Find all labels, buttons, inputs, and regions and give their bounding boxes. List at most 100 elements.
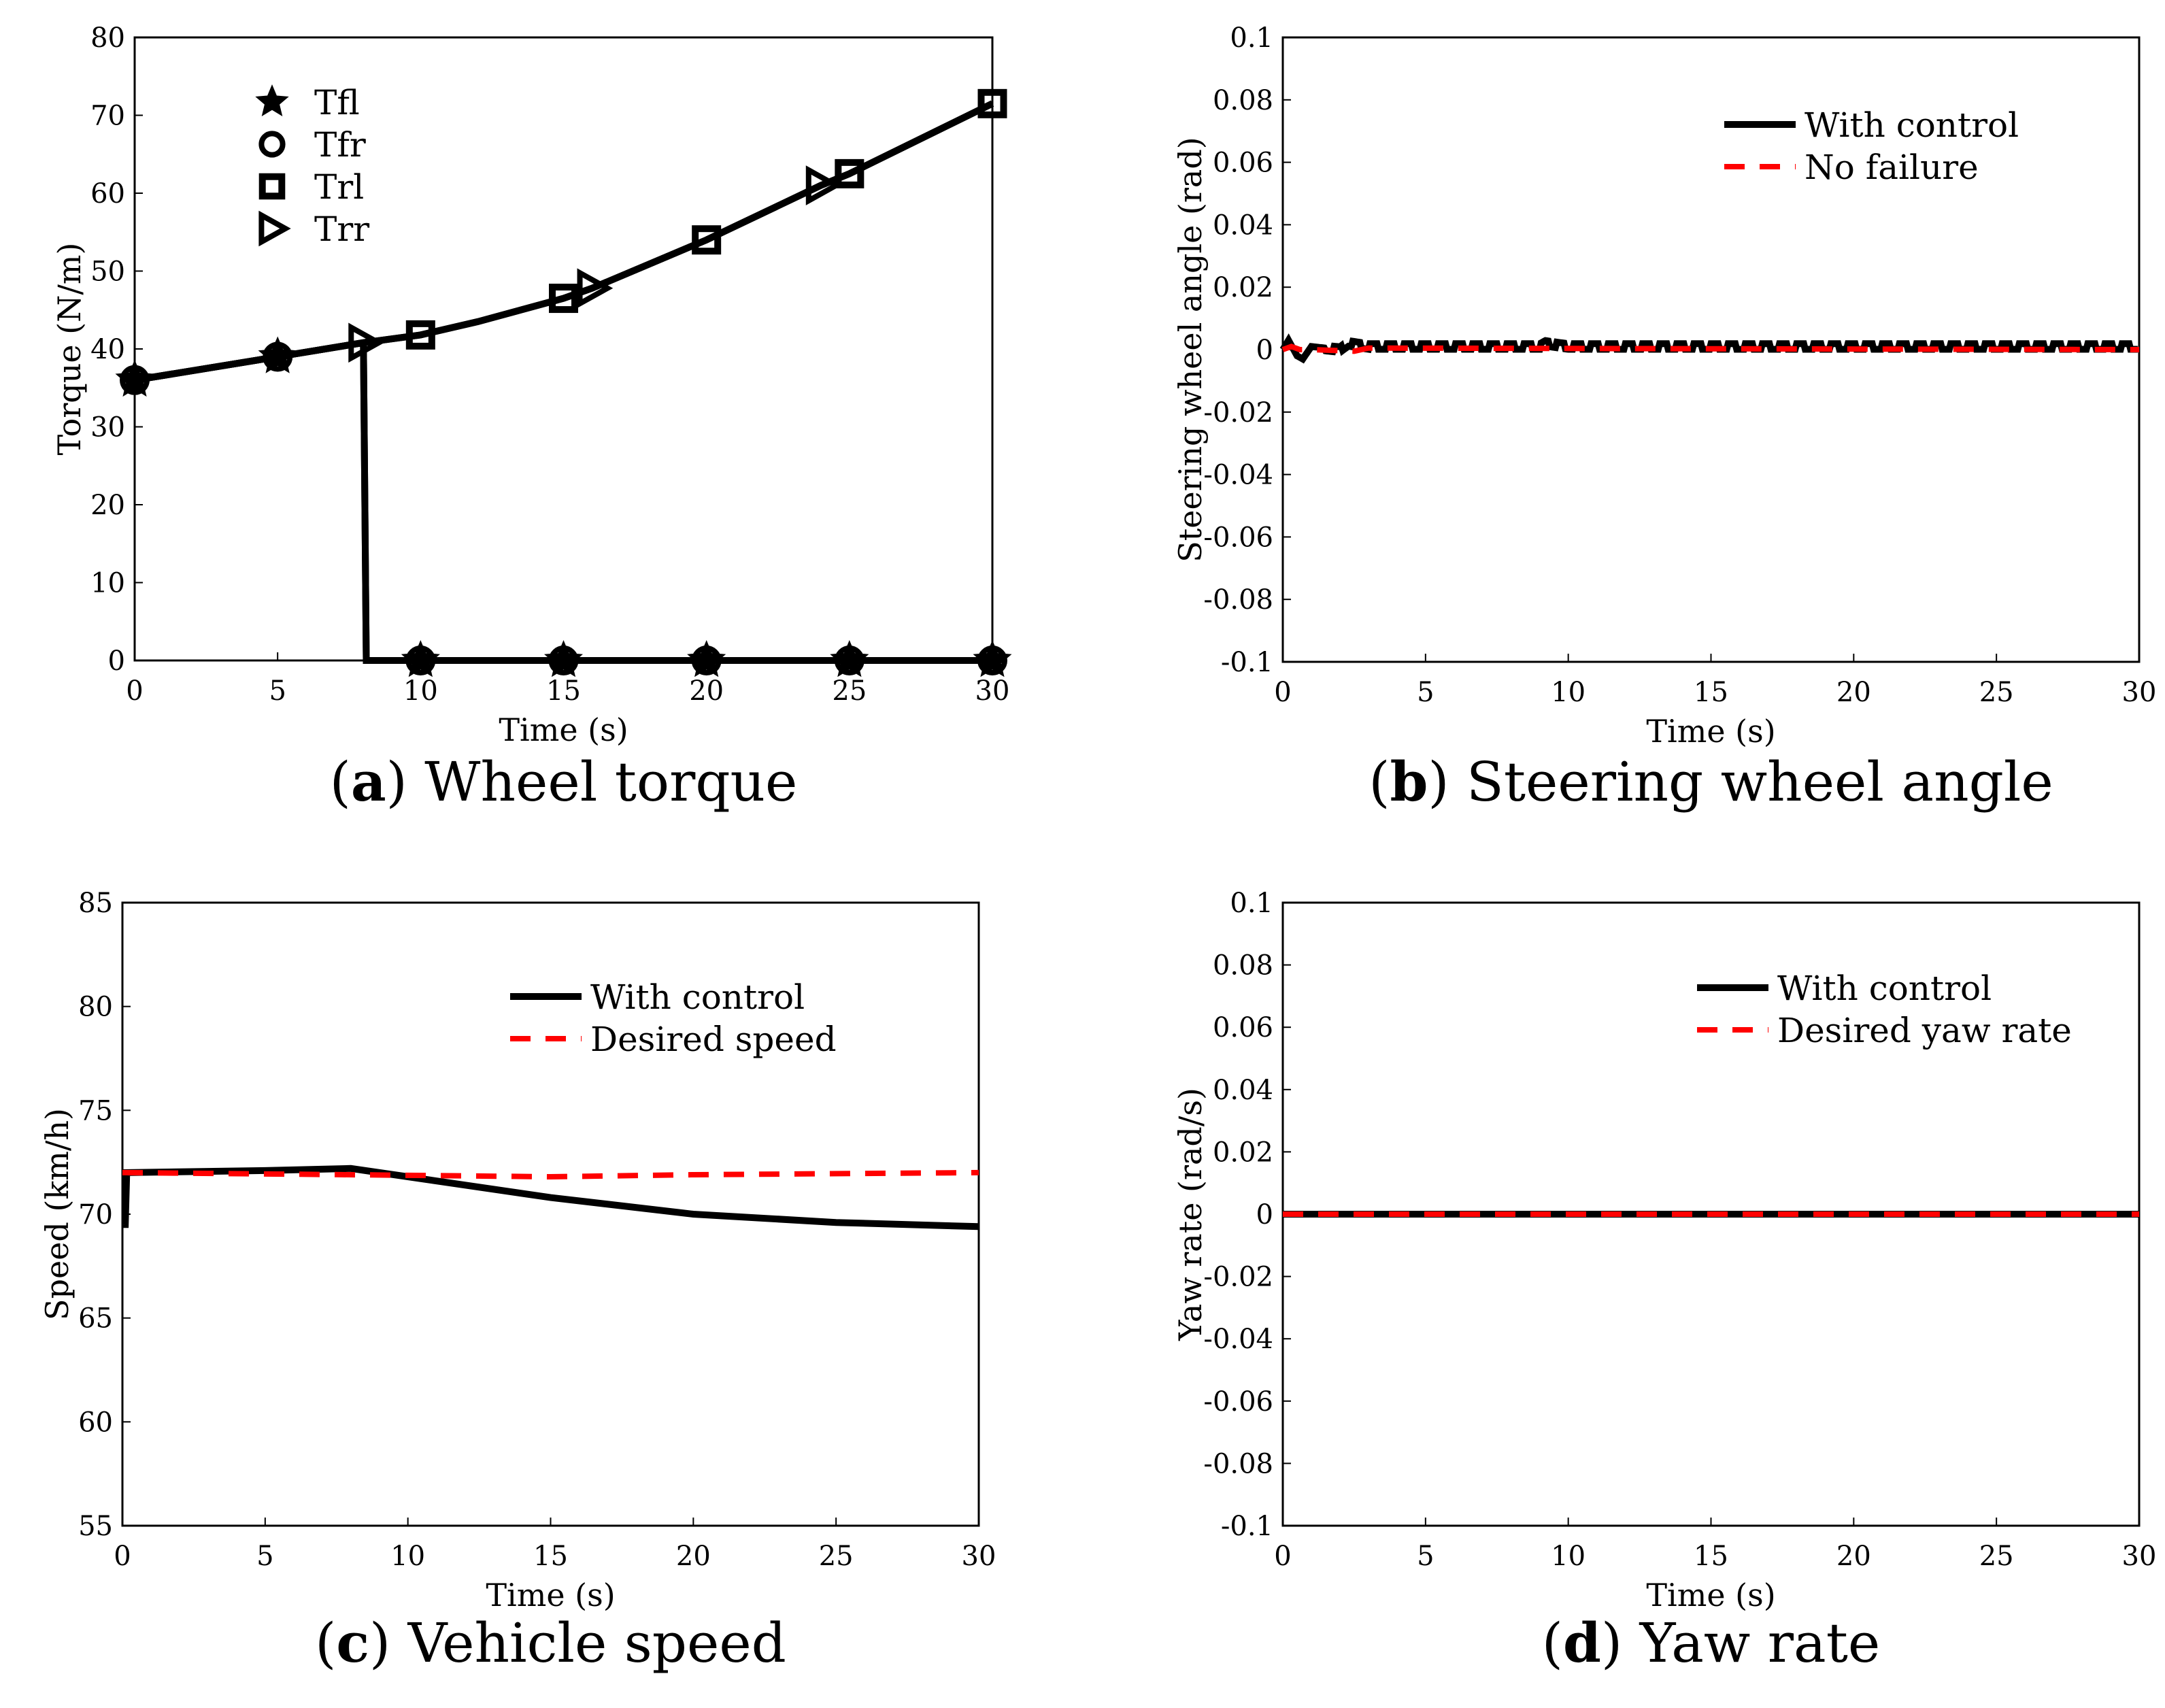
x-tick-label: 15 (546, 675, 581, 707)
y-tick-label: 0.04 (1213, 1075, 1273, 1106)
y-tick-label: 65 (78, 1303, 113, 1335)
square-marker (977, 88, 1007, 118)
legend-label: With control (1777, 969, 1992, 1008)
circle-marker (548, 646, 579, 675)
series-line-tfl (134, 338, 992, 664)
caption-letter: c (336, 1611, 369, 1675)
y-axis-label: Torque (N/m) (51, 243, 88, 456)
star-marker (255, 84, 289, 116)
caption-paren: ( (1542, 1611, 1563, 1675)
series-line-desired-speed (122, 1169, 979, 1180)
y-tick-label: 60 (90, 178, 125, 210)
y-tick-label: 0 (1256, 1199, 1273, 1230)
caption-paren: ) (369, 1611, 390, 1675)
legend-label: With control (1805, 105, 2019, 145)
x-tick-label: 25 (1979, 677, 2014, 708)
y-axis-label: Steering wheel angle (rad) (1172, 137, 1209, 562)
caption-paren: ( (330, 750, 351, 814)
y-tick-label: 80 (90, 22, 125, 54)
x-tick-label: 0 (114, 1541, 131, 1572)
y-tick-label: 80 (78, 992, 113, 1023)
triangle-marker (577, 268, 614, 308)
y-tick-label: -0.02 (1203, 397, 1273, 429)
x-tick-label: 10 (403, 675, 438, 707)
x-axis-label: Time (s) (1646, 1577, 1775, 1613)
chart-caption: (d) Yaw rate (1542, 1611, 1880, 1675)
square-marker (692, 225, 722, 255)
legend-label: Desired speed (590, 1020, 837, 1059)
chart-caption: (a) Wheel torque (330, 750, 798, 814)
y-tick-label: 0.08 (1213, 85, 1273, 116)
triangle-marker (348, 322, 385, 363)
x-axis-label: Time (s) (499, 711, 628, 748)
caption-text: Yaw rate (1622, 1611, 1880, 1675)
x-tick-label: 15 (533, 1541, 568, 1572)
x-tick-label: 5 (1417, 1541, 1434, 1572)
caption-paren: ) (1428, 750, 1449, 814)
y-tick-label: 0.04 (1213, 210, 1273, 241)
circle-marker (405, 646, 436, 675)
y-tick-label: 70 (90, 101, 125, 132)
y-tick-label: 0.06 (1213, 148, 1273, 179)
x-tick-label: 30 (2122, 677, 2157, 708)
chart-caption: (b) Steering wheel angle (1369, 750, 2053, 814)
caption-paren: ) (386, 750, 407, 814)
caption-paren: ( (1369, 750, 1390, 814)
y-tick-label: 0.08 (1213, 950, 1273, 982)
y-tick-label: 70 (78, 1199, 113, 1230)
x-tick-label: 10 (390, 1541, 425, 1572)
x-tick-label: 5 (256, 1541, 273, 1572)
y-tick-label: -0.06 (1203, 1386, 1273, 1418)
y-tick-label: -0.06 (1203, 522, 1273, 553)
series-line-no-failure (1281, 344, 2140, 354)
y-axis-label: Speed (km/h) (39, 1108, 75, 1320)
y-tick-label: 0 (108, 646, 125, 677)
y-tick-label: -0.08 (1203, 1448, 1273, 1479)
caption-text: Vehicle speed (390, 1611, 786, 1675)
y-tick-label: 0.02 (1213, 1137, 1273, 1168)
legend-label: Desired yaw rate (1777, 1011, 2072, 1050)
y-tick-label: 0.1 (1230, 22, 1273, 54)
caption-paren: ) (1601, 1611, 1622, 1675)
x-tick-label: 10 (1551, 677, 1585, 708)
y-tick-label: -0.02 (1203, 1262, 1273, 1293)
y-tick-label: 0 (1256, 335, 1273, 366)
x-tick-label: 25 (819, 1541, 854, 1572)
circle-marker (691, 646, 722, 675)
y-tick-label: 30 (90, 412, 125, 443)
circle-marker (977, 646, 1007, 675)
x-tick-label: 20 (1836, 677, 1871, 708)
legend-label: Tfr (314, 125, 366, 165)
triangle-marker (805, 165, 842, 205)
chart-a: 0 5 10 15 20 25 30 0 10 20 30 40 50 60 70 80 Time (s) Tor… (51, 22, 1012, 814)
x-axis-label: Time (s) (486, 1577, 615, 1613)
x-tick-label: 30 (2122, 1541, 2157, 1572)
y-tick-label: 50 (90, 256, 125, 288)
caption-letter: a (351, 750, 386, 814)
square-marker (835, 158, 865, 188)
chart-b: 0 5 10 15 20 25 30 -0.1 -0.08 -0.06 -0.04 -0.02 0 0.0… (1172, 22, 2156, 814)
square-marker (258, 173, 286, 200)
chart-d: 0 5 10 15 20 25 30 -0.1 -0.08 -0.06 -0.04 -0.02 0 0.0… (1172, 888, 2156, 1675)
legend-label: Trr (314, 210, 369, 249)
x-tick-label: 20 (689, 675, 724, 707)
circle-marker (834, 646, 865, 675)
y-tick-label: -0.1 (1221, 1511, 1273, 1542)
caption-text: Steering wheel angle (1449, 750, 2053, 814)
plot-frame (133, 36, 994, 662)
x-tick-label: 10 (1551, 1541, 1585, 1572)
y-tick-label: -0.04 (1203, 460, 1273, 491)
x-tick-label: 30 (962, 1541, 996, 1572)
x-tick-label: 15 (1694, 1541, 1728, 1572)
y-tick-label: -0.04 (1203, 1324, 1273, 1355)
y-tick-label: -0.08 (1203, 584, 1273, 616)
chart-caption: (c) Vehicle speed (315, 1611, 786, 1675)
y-tick-label: 10 (90, 568, 125, 599)
x-tick-label: 20 (676, 1541, 711, 1572)
x-tick-label: 15 (1694, 677, 1728, 708)
x-tick-label: 25 (832, 675, 867, 707)
caption-text: Wheel torque (407, 750, 798, 814)
y-tick-label: 0.06 (1213, 1012, 1273, 1043)
y-tick-label: 0.1 (1230, 888, 1273, 919)
